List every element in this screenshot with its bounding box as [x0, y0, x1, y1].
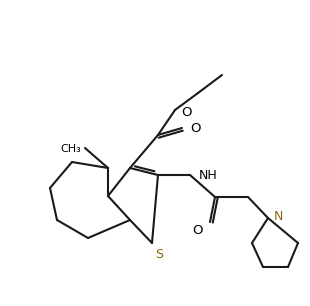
Text: N: N — [274, 210, 283, 222]
Text: O: O — [193, 224, 203, 237]
Text: S: S — [155, 248, 163, 261]
Text: O: O — [181, 106, 192, 118]
Text: CH₃: CH₃ — [60, 144, 81, 154]
Text: NH: NH — [199, 169, 218, 181]
Text: O: O — [190, 121, 201, 135]
